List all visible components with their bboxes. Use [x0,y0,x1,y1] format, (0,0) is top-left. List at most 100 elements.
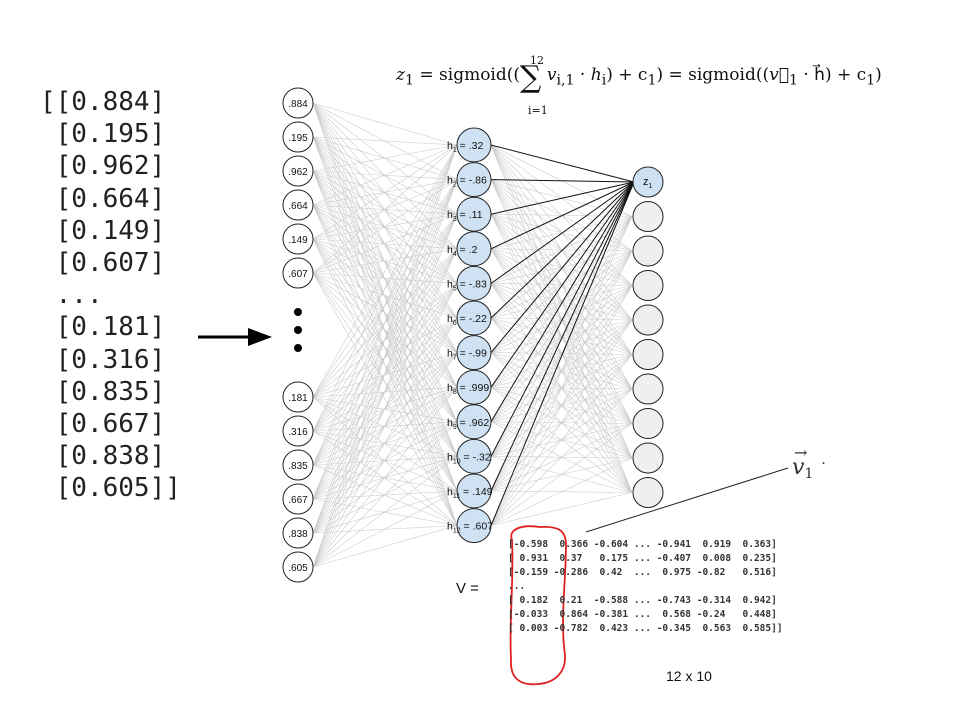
hidden-node [456,369,492,405]
input-vector-row: [0.835] [40,376,166,407]
input-hidden-edge [312,490,458,568]
input-hidden-edge [312,272,458,492]
input-hidden-edge [312,456,458,568]
hidden-output-edge [490,354,633,526]
hidden-output-edge [490,216,633,284]
hidden-node [456,438,492,474]
input-hidden-edge [312,213,458,274]
input-node-label: .181 [288,393,308,404]
input-hidden-edge [312,283,458,568]
matrix-row: [ 0.003 -0.782 0.423 ... -0.345 0.563 0.… [508,623,783,634]
input-hidden-edge [312,387,458,568]
input-node-label: .195 [288,133,308,144]
input-hidden-edge [312,144,458,172]
input-arrow-head [248,328,272,346]
hidden-z1-edge [490,144,635,183]
input-vector-row: [0.664] [40,183,166,214]
input-node-label: .316 [288,427,308,438]
hidden-node [456,335,492,371]
input-vector-row: [0.195] [40,119,166,150]
hidden-node [456,508,492,544]
output-node [632,270,664,301]
output-node [632,373,664,405]
hidden-node-label: h10 = -.32 [447,451,491,465]
hidden-output-edge [490,250,633,526]
hidden-output-edge [490,216,633,250]
matrix-row: [ 0.931 0.37 0.175 ... -0.407 0.008 0.23… [508,553,777,564]
hidden-node-label: h6 = -.22 [447,313,487,327]
output-node-z1 [632,166,664,198]
hidden-z1-edge [490,179,635,183]
hidden-output-edge [490,423,633,526]
input-node [282,449,314,481]
input-hidden-edge [312,144,458,398]
hidden-output-edge [490,216,633,422]
hidden-z1-edge [490,181,635,388]
hidden-output-edge [490,388,633,526]
edge-group [312,102,635,568]
input-node [282,121,314,153]
input-vector-row: [0.838] [40,441,166,472]
output-node [632,201,664,232]
input-hidden-edge [312,272,458,319]
matrix-row: [-0.159 -0.286 0.42 ... 0.975 -0.82 0.51… [508,567,777,578]
input-hidden-edge [312,248,458,568]
input-hidden-edge [312,272,458,353]
input-node-label: .607 [288,269,308,280]
hidden-z1-edge [490,181,635,526]
input-node-label: .664 [288,201,308,212]
hidden-node-label: h7 = -.99 [447,348,487,362]
hidden-node-label: h4 = .2 [447,244,478,258]
input-vector-list: [[0.884] [0.195] [0.962] [0.664] [0.149]… [40,86,181,504]
hidden-node-label: h3 = .11 [447,209,483,223]
input-node [282,87,314,119]
matrix-row: [-0.033 0.864 -0.381 ... 0.568 -0.24 0.4… [508,609,777,620]
input-node [282,415,314,447]
hidden-node-label: h2 = -.86 [447,175,487,189]
hidden-node [456,196,492,232]
hidden-output-edge [490,216,633,457]
input-hidden-edge [312,144,458,568]
input-node-label: .884 [288,99,308,110]
input-hidden-edge [312,179,458,568]
output-node [632,304,664,336]
input-hidden-edge [312,179,458,274]
output-node [632,442,664,474]
matrix-row: [ 0.182 0.21 -0.588 ... -0.743 -0.314 0.… [508,595,777,606]
input-node-label: .835 [288,461,308,472]
input-hidden-edge [312,317,458,568]
input-node [282,257,314,289]
ellipsis-dot [294,326,302,334]
input-vector-row: [[0.884] [40,87,166,117]
input-node-label: .962 [288,167,308,178]
input-hidden-edge [312,144,458,432]
input-hidden-edge [312,144,458,240]
column-highlight-outline [509,525,567,686]
output-node-label: z1 [643,176,653,190]
hidden-output-edge [490,216,633,492]
sigmoid-formula: z1 = sigmoid((12 i=1 ∑ vi,1 · hi) + c1) = … [396,54,882,117]
input-hidden-edge [312,248,458,274]
input-hidden-edge [312,144,458,274]
hidden-z1-edge [490,181,635,457]
hidden-node [456,162,492,198]
input-node [282,189,314,221]
input-hidden-edge [312,102,458,146]
input-hidden-edge [312,272,458,423]
hidden-z1-edge [490,181,635,250]
input-node [282,483,314,515]
input-node [282,223,314,255]
hidden-node-label: h8 = .999 [447,382,489,396]
matrix-dimensions: 12 x 10 [666,668,712,684]
input-node [282,381,314,413]
hidden-node [456,231,492,267]
hidden-z1-edge [490,181,635,492]
matrix-row: ... [508,581,526,592]
hidden-output-edge [490,492,633,526]
hidden-node [456,300,492,336]
matrix-row: [-0.598 0.366 -0.604 ... -0.941 0.919 0.… [508,539,777,550]
input-hidden-edge [312,144,458,534]
hidden-output-edge [490,319,633,526]
input-hidden-edge [312,144,458,466]
input-hidden-edge [312,136,458,146]
